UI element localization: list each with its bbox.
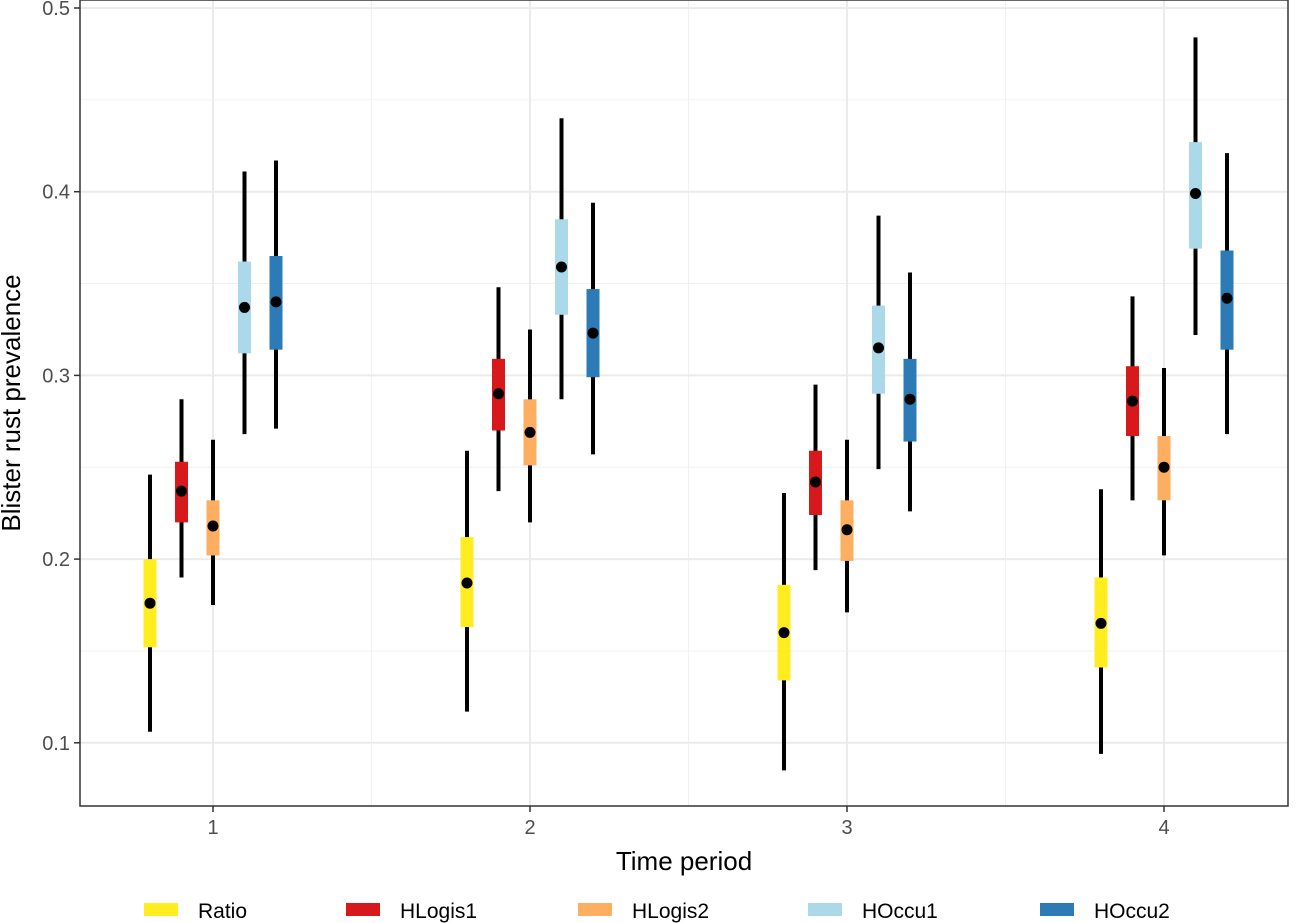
- y-tick-label: 0.4: [42, 182, 70, 204]
- y-axis-title: Blister rust prevalence: [0, 274, 26, 531]
- legend: Ratio HLogis1 HLogis2 HOccu1 HOccu2: [144, 900, 1170, 923]
- x-tick-label: 4: [1158, 817, 1169, 839]
- mean-point-hoccu1: [239, 301, 250, 313]
- plot-background: [80, 0, 1288, 806]
- x-tick-label: 1: [207, 817, 218, 839]
- legend-swatch-hlogis2: [578, 903, 612, 916]
- y-tick-label: 0.2: [42, 549, 70, 571]
- legend-label: HLogis1: [400, 900, 477, 923]
- mean-point-hoccu1: [873, 342, 884, 354]
- marks: [143, 37, 1234, 771]
- mean-point-hlogis1: [176, 485, 187, 497]
- mean-point-ratio: [778, 627, 790, 639]
- mean-point-hoccu1: [556, 261, 567, 273]
- legend-label: HLogis2: [632, 900, 709, 923]
- y-tick-label: 0.1: [42, 733, 70, 755]
- y-tick-label: 0.3: [42, 365, 70, 387]
- mean-point-hoccu2: [270, 296, 282, 308]
- x-axis-title: Time period: [616, 846, 752, 876]
- mean-point-hlogis2: [841, 524, 853, 536]
- mean-point-ratio: [461, 577, 473, 589]
- legend-swatch-hoccu2: [1040, 903, 1074, 916]
- mean-point-hlogis2: [207, 520, 219, 532]
- x-tick-label: 2: [524, 817, 535, 839]
- mean-point-ratio: [1095, 617, 1107, 629]
- mean-point-hoccu2: [1221, 292, 1233, 304]
- mean-point-hlogis2: [524, 426, 536, 438]
- mean-point-hlogis1: [810, 476, 821, 488]
- mean-point-hoccu2: [904, 393, 916, 405]
- legend-label: HOccu1: [862, 900, 938, 923]
- legend-swatch-ratio: [144, 903, 178, 916]
- mean-point-hlogis2: [1158, 461, 1170, 473]
- legend-swatch-hoccu1: [808, 903, 842, 916]
- y-tick-label: 0.5: [42, 0, 70, 20]
- x-tick-label: 3: [841, 817, 852, 839]
- mean-point-hlogis1: [1127, 395, 1138, 407]
- legend-label: Ratio: [198, 900, 247, 923]
- mean-point-hoccu1: [1190, 188, 1201, 200]
- legend-label: HOccu2: [1094, 900, 1170, 923]
- plot-border: [79, 0, 1289, 807]
- legend-swatch-hlogis1: [346, 903, 380, 916]
- mean-point-hoccu2: [587, 327, 599, 339]
- axes: 0.1 0.2 0.3 0.4 0.5 1 2 3 4: [42, 0, 1169, 839]
- mean-point-ratio: [144, 597, 156, 609]
- mean-point-hlogis1: [493, 388, 504, 400]
